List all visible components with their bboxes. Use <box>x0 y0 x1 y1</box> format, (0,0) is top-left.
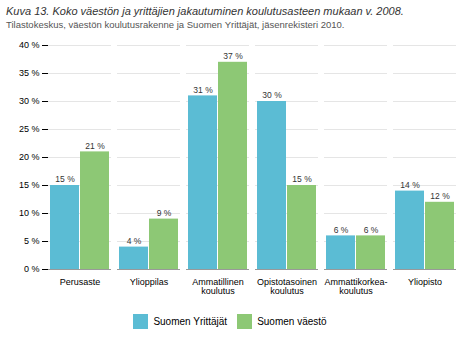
svg-text:12 %: 12 % <box>430 191 450 201</box>
svg-text:4 %: 4 % <box>127 236 142 246</box>
html-text:Suomen väestö: Suomen väestö <box>257 316 327 327</box>
svg-text:30 %: 30 % <box>262 90 282 100</box>
svg-text:0 %: 0 % <box>24 264 40 274</box>
svg-text:15 %: 15 % <box>55 174 75 184</box>
svg-text:6 %: 6 % <box>334 225 349 235</box>
svg-text:5 %: 5 % <box>24 236 40 246</box>
svg-text:31 %: 31 % <box>193 85 213 95</box>
svg-text:10 %: 10 % <box>19 208 40 218</box>
svg-text:35 %: 35 % <box>19 68 40 78</box>
svg-text:21 %: 21 % <box>85 141 105 151</box>
svg-text:40 %: 40 % <box>19 40 40 50</box>
svg-text:30 %: 30 % <box>19 96 40 106</box>
svg-text:Ammattikorkea-koulutus: Ammattikorkea-koulutus <box>324 277 387 296</box>
svg-text:20 %: 20 % <box>19 152 40 162</box>
svg-text:Opistotasoinenkoulutus: Opistotasoinenkoulutus <box>257 277 317 296</box>
svg-text:6 %: 6 % <box>364 225 379 235</box>
svg-text:Yliopisto: Yliopisto <box>408 277 442 287</box>
svg-text:25 %: 25 % <box>19 124 40 134</box>
svg-text:Ylioppilas: Ylioppilas <box>130 277 169 287</box>
html-text:Tilastokeskus, väestön koulutu: Tilastokeskus, väestön koulutusrakenne j… <box>6 19 345 30</box>
svg-text:14 %: 14 % <box>400 180 420 190</box>
html-text:Kuva 13. Koko väestön ja yritt: Kuva 13. Koko väestön ja yrittäjien jaka… <box>6 5 404 17</box>
html-text:Suomen Yrittäjät: Suomen Yrittäjät <box>153 316 228 327</box>
svg-text:15 %: 15 % <box>292 174 312 184</box>
svg-text:9 %: 9 % <box>157 208 172 218</box>
svg-text:15 %: 15 % <box>19 180 40 190</box>
svg-text:Perusaste: Perusaste <box>60 277 101 287</box>
svg-text:37 %: 37 % <box>223 51 243 61</box>
svg-text:Ammatillinenkoulutus: Ammatillinenkoulutus <box>192 277 244 296</box>
